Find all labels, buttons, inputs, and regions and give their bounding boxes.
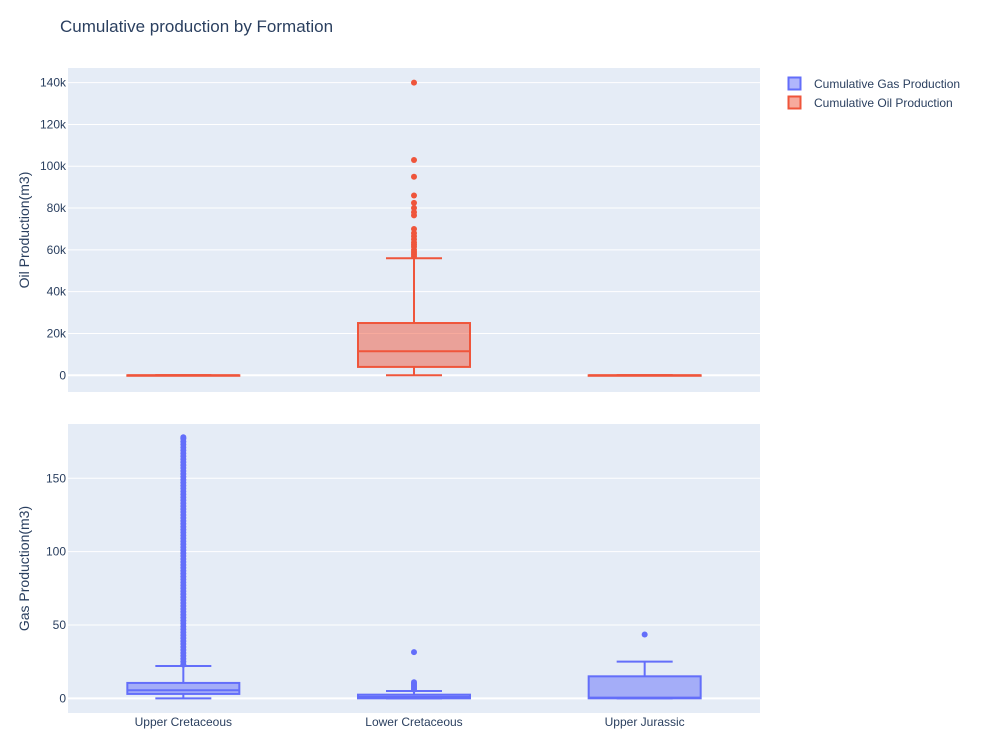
outlier-point: [411, 192, 417, 199]
x-tick-label: Lower Cretaceous: [365, 715, 462, 729]
oil-y-axis-title: Oil Production(m3): [16, 172, 32, 289]
iqr-box: [587, 675, 702, 700]
gas-y-tick-label: 150: [46, 471, 66, 485]
legend-swatch-oil: [787, 95, 802, 110]
x-tick-label: Upper Cretaceous: [135, 715, 232, 729]
oil-box-upper-jurassic[interactable]: [587, 374, 702, 377]
oil-y-tick-label: 20k: [47, 326, 67, 340]
outlier-point: [411, 79, 417, 86]
oil-y-tick-label: 80k: [47, 201, 67, 215]
oil-y-tick-label: 100k: [40, 159, 67, 173]
gas-y-axis-title: Gas Production(m3): [16, 506, 32, 631]
gas-box-upper-jurassic[interactable]: [587, 631, 702, 700]
legend-swatch-gas: [787, 76, 802, 91]
oil-box-lower-cretaceous[interactable]: [357, 79, 471, 377]
oil-y-tick-label: 120k: [40, 117, 67, 131]
legend-label-oil: Cumulative Oil Production: [814, 96, 953, 110]
iqr-box: [357, 322, 471, 368]
gas-y-tick-label: 50: [53, 618, 67, 632]
outlier-point: [641, 631, 648, 638]
gas-box-upper-cretaceous[interactable]: [126, 434, 241, 700]
outlier-point: [180, 434, 187, 441]
outlier-point: [411, 649, 417, 656]
gas-plot-area: [68, 424, 760, 713]
outlier-point: [411, 173, 417, 180]
outlier-point: [411, 679, 417, 686]
outlier-point: [411, 225, 417, 232]
outlier-point: [411, 205, 417, 212]
oil-y-tick-label: 0: [59, 368, 66, 382]
iqr-box: [126, 681, 241, 695]
oil-subplot: 0 20k 40k 60k 80k 100k 120k 140k Oil Production(…: [16, 68, 760, 392]
x-axis: Upper Cretaceous Lower Cretaceous Upper Ju…: [135, 715, 685, 729]
gas-subplot: 0 50 100 150 Gas Production(m3): [16, 424, 760, 713]
oil-y-tick-label: 60k: [47, 243, 67, 257]
oil-box-upper-cretaceous[interactable]: [126, 374, 241, 377]
chart-title: Cumulative production by Formation: [60, 17, 333, 36]
oil-y-tick-label: 40k: [47, 285, 67, 299]
legend-label-gas: Cumulative Gas Production: [814, 77, 960, 91]
oil-y-tick-label: 140k: [40, 76, 67, 90]
legend-item-gas[interactable]: Cumulative Gas Production: [787, 76, 961, 91]
legend-item-oil[interactable]: Cumulative Oil Production: [787, 95, 953, 110]
x-tick-label: Upper Jurassic: [605, 715, 685, 729]
outlier-point: [411, 156, 417, 163]
gas-box-lower-cretaceous[interactable]: [357, 649, 471, 700]
gas-y-tick-label: 0: [59, 691, 66, 705]
gas-y-tick-label: 100: [46, 545, 66, 559]
outlier-point: [411, 230, 417, 237]
outlier-point: [411, 209, 417, 216]
outlier-point: [411, 199, 417, 206]
legend[interactable]: Cumulative Gas Production Cumulative Oil…: [787, 76, 961, 110]
